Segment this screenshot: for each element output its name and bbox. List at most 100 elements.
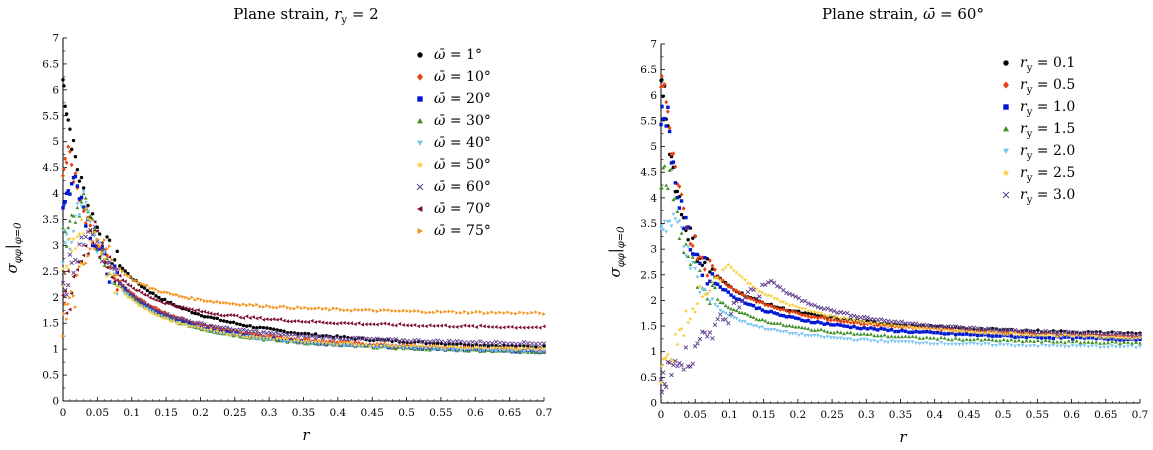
data-point bbox=[1054, 329, 1060, 335]
data-point bbox=[763, 309, 767, 314]
data-point bbox=[986, 342, 991, 346]
data-point bbox=[939, 341, 944, 345]
data-point bbox=[705, 282, 710, 286]
data-point bbox=[677, 327, 682, 332]
data-point bbox=[538, 325, 542, 330]
data-point bbox=[482, 324, 486, 329]
data-point bbox=[692, 309, 698, 315]
data-point bbox=[1078, 331, 1083, 336]
data-point bbox=[713, 285, 717, 290]
data-point bbox=[221, 329, 226, 335]
x-tick-label: 0.3 bbox=[261, 407, 278, 419]
data-point bbox=[279, 304, 283, 309]
data-point bbox=[812, 314, 817, 320]
data-point bbox=[506, 348, 510, 353]
data-point bbox=[64, 292, 69, 297]
data-point bbox=[669, 372, 674, 378]
data-point bbox=[1137, 335, 1143, 340]
data-point bbox=[848, 330, 853, 335]
right-data-points bbox=[658, 74, 1143, 395]
data-point bbox=[81, 190, 86, 194]
data-point bbox=[838, 319, 843, 325]
data-point bbox=[686, 254, 691, 259]
data-point bbox=[707, 288, 713, 293]
data-point bbox=[677, 206, 682, 210]
data-point bbox=[123, 272, 128, 277]
data-point bbox=[1043, 335, 1048, 340]
data-point bbox=[112, 264, 117, 268]
data-point bbox=[845, 337, 850, 341]
data-point bbox=[710, 297, 715, 301]
data-point bbox=[455, 310, 459, 315]
data-point bbox=[835, 314, 840, 319]
data-point bbox=[892, 319, 898, 324]
data-point bbox=[439, 339, 444, 344]
data-point bbox=[83, 243, 88, 248]
data-point bbox=[1009, 330, 1014, 335]
data-point bbox=[68, 295, 72, 300]
data-point bbox=[401, 337, 406, 343]
data-point bbox=[903, 325, 908, 330]
data-point bbox=[174, 321, 179, 326]
data-point bbox=[261, 330, 266, 335]
data-point bbox=[784, 308, 789, 313]
data-point bbox=[190, 307, 194, 312]
data-point bbox=[665, 186, 670, 191]
data-point bbox=[679, 225, 684, 230]
data-point bbox=[63, 241, 68, 246]
data-point bbox=[292, 306, 297, 311]
data-point bbox=[432, 310, 436, 315]
data-point bbox=[691, 252, 695, 256]
data-point bbox=[350, 308, 354, 313]
legend-entry: ry = 3.0 bbox=[1020, 187, 1075, 206]
data-point bbox=[815, 315, 820, 321]
data-point bbox=[60, 280, 66, 286]
data-point bbox=[1070, 337, 1075, 341]
data-point bbox=[1024, 328, 1029, 333]
data-point bbox=[299, 332, 304, 338]
data-point bbox=[979, 338, 984, 342]
data-point bbox=[681, 333, 686, 338]
data-point bbox=[723, 265, 728, 270]
data-point bbox=[196, 308, 200, 312]
data-point bbox=[372, 308, 376, 313]
data-point bbox=[979, 333, 984, 337]
data-point bbox=[802, 306, 808, 311]
data-point bbox=[710, 336, 715, 341]
legend-entry: ry = 2.5 bbox=[1020, 165, 1075, 184]
data-point bbox=[107, 255, 112, 260]
data-point bbox=[162, 301, 167, 306]
data-point bbox=[1024, 344, 1029, 349]
data-point bbox=[77, 197, 82, 201]
data-point bbox=[658, 377, 664, 382]
data-point bbox=[498, 325, 502, 330]
data-point bbox=[803, 326, 808, 330]
data-point bbox=[751, 287, 756, 292]
data-point bbox=[1122, 340, 1126, 344]
data-point bbox=[70, 289, 74, 294]
y-tick-label: 3 bbox=[52, 240, 59, 252]
data-point bbox=[151, 291, 155, 295]
data-point bbox=[120, 269, 125, 274]
data-point bbox=[822, 306, 827, 312]
data-point bbox=[529, 345, 535, 350]
data-point bbox=[812, 328, 817, 332]
series-7 bbox=[658, 278, 1143, 395]
data-point bbox=[686, 225, 690, 229]
data-point bbox=[424, 324, 428, 329]
data-point bbox=[862, 331, 866, 336]
data-point bbox=[62, 202, 66, 206]
data-point bbox=[317, 305, 322, 310]
data-point bbox=[1134, 340, 1138, 345]
data-point bbox=[690, 255, 695, 259]
data-point bbox=[196, 296, 201, 301]
data-point bbox=[903, 334, 908, 338]
data-point bbox=[986, 337, 991, 341]
data-point bbox=[1001, 331, 1006, 337]
data-point bbox=[769, 321, 774, 325]
data-point bbox=[431, 338, 437, 344]
data-point bbox=[1113, 330, 1119, 336]
data-point bbox=[775, 321, 780, 325]
data-point bbox=[1063, 345, 1067, 349]
data-point bbox=[83, 201, 88, 205]
